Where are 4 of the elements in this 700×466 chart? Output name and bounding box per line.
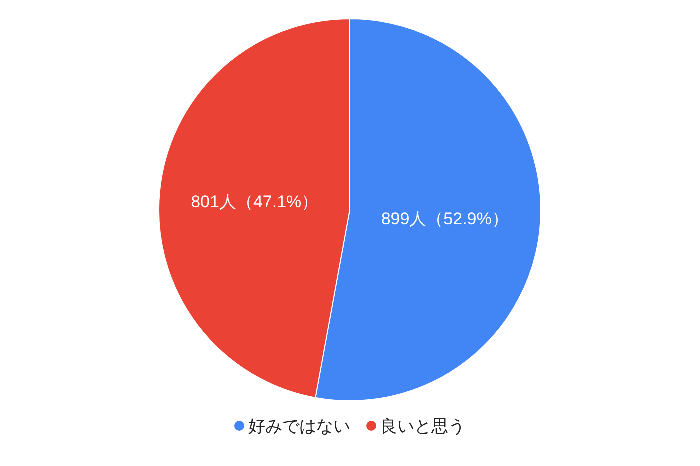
data-label: 899人（52.9%） <box>381 210 509 229</box>
data-label: 801人（47.1%） <box>191 192 319 212</box>
legend-label: 良いと思う <box>380 417 466 436</box>
legend-label: 好みではない <box>248 417 350 436</box>
